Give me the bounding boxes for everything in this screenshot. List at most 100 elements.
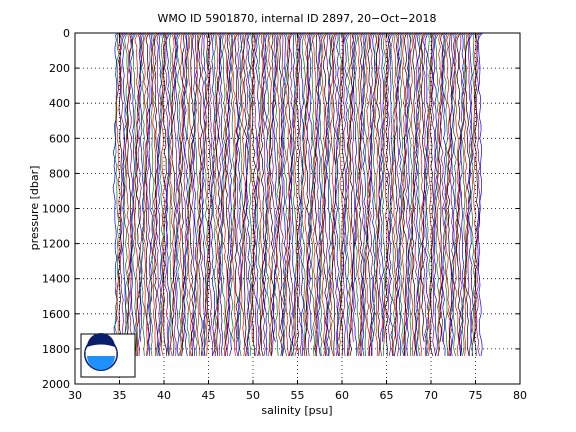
- profile-line: [160, 32, 167, 357]
- x-tick-label: 55: [291, 389, 305, 402]
- profile-line: [310, 32, 316, 356]
- profile-line: [352, 32, 359, 356]
- profile-line: [180, 32, 187, 356]
- profile-line: [458, 32, 464, 356]
- profile-line: [349, 32, 356, 356]
- profile-line: [151, 32, 158, 356]
- chart-title: WMO ID 5901870, internal ID 2897, 20−Oct…: [157, 12, 436, 25]
- profile-line: [358, 32, 365, 356]
- profile-line: [331, 32, 338, 356]
- profile-line: [228, 32, 235, 357]
- y-tick-label: 2000: [42, 378, 70, 391]
- profile-line: [204, 32, 211, 356]
- profile-line: [189, 32, 195, 356]
- profile-line: [115, 32, 122, 356]
- profile-line: [452, 32, 459, 357]
- x-axis-ticks: 30 35 40 45 50 55 60 65 70 75 80: [68, 33, 527, 402]
- profile-line: [296, 32, 302, 356]
- profile-line: [230, 32, 236, 342]
- profile-line: [374, 32, 381, 356]
- profile-line: [383, 32, 389, 342]
- y-tick-label: 1600: [42, 308, 70, 321]
- y-tick-label: 1800: [42, 343, 70, 356]
- profile-line: [354, 32, 361, 356]
- x-tick-label: 50: [246, 389, 260, 402]
- profile-line: [342, 32, 348, 356]
- profile-line: [242, 32, 249, 356]
- profile-line: [468, 32, 475, 356]
- profile-line: [191, 32, 197, 356]
- profile-line: [351, 32, 357, 342]
- profile-line: [459, 32, 466, 356]
- profile-line: [144, 32, 151, 342]
- profile-line: [409, 32, 416, 356]
- profile-line: [222, 32, 229, 356]
- y-tick-label: 0: [63, 27, 70, 40]
- profile-line: [126, 32, 133, 356]
- profile-line: [408, 32, 414, 356]
- profile-line: [402, 32, 409, 356]
- profile-line: [401, 32, 407, 356]
- profile-line: [201, 32, 208, 356]
- profile-line: [370, 32, 377, 356]
- profile-line: [272, 32, 279, 342]
- y-tick-label: 1000: [42, 203, 70, 216]
- x-tick-label: 70: [424, 389, 438, 402]
- profile-line: [253, 32, 259, 356]
- profile-line: [139, 32, 146, 342]
- profile-line: [240, 32, 247, 356]
- profile-line: [263, 32, 270, 356]
- profile-line: [367, 32, 373, 356]
- profile-line: [392, 32, 398, 356]
- x-tick-label: 45: [202, 389, 216, 402]
- profile-line: [216, 32, 222, 356]
- profile-line: [274, 32, 281, 356]
- profile-line: [281, 32, 288, 356]
- profile-line: [146, 32, 153, 356]
- profile-line: [328, 32, 334, 356]
- profile-line: [415, 32, 421, 356]
- profile-line: [308, 32, 315, 342]
- profile-line: [340, 32, 347, 356]
- profile-line: [124, 32, 131, 356]
- profile-line: [434, 32, 441, 356]
- profile-line: [226, 32, 233, 356]
- profile-line: [183, 32, 190, 356]
- profile-line: [326, 32, 332, 356]
- profile-line: [363, 32, 370, 356]
- x-tick-label: 30: [68, 389, 82, 402]
- profile-line: [142, 32, 149, 356]
- profile-line: [135, 32, 142, 356]
- profile-line: [313, 32, 320, 357]
- profile-line: [278, 32, 284, 356]
- profile-line: [399, 32, 405, 357]
- profile-line: [417, 32, 423, 356]
- x-tick-label: 35: [113, 389, 127, 402]
- profile-line: [221, 32, 227, 342]
- profile-line: [157, 32, 163, 356]
- profile-line: [365, 32, 372, 356]
- profile-line: [411, 32, 418, 356]
- profile-line: [427, 32, 434, 356]
- profile-line: [406, 32, 413, 356]
- profile-line: [454, 32, 461, 356]
- profile-line: [419, 32, 425, 356]
- x-tick-label: 75: [469, 389, 483, 402]
- profile-line: [219, 32, 226, 356]
- profile-line: [477, 32, 484, 356]
- profile-line: [306, 32, 313, 356]
- profile-line: [381, 32, 388, 356]
- profile-line: [174, 32, 181, 356]
- x-tick-label: 65: [380, 389, 394, 402]
- grid-lines: [75, 33, 520, 384]
- y-tick-label: 400: [49, 97, 70, 110]
- profile-line: [333, 32, 340, 356]
- profile-line: [121, 32, 128, 356]
- y-axis-ticks: 0 200 400 600 800 1000 1200 1400 1600 1800 2000: [42, 27, 520, 391]
- profile-line: [165, 32, 172, 356]
- profile-line: [372, 32, 379, 342]
- profile-line: [140, 32, 147, 356]
- profile-line: [246, 32, 252, 356]
- y-tick-label: 800: [49, 167, 70, 180]
- profile-line: [132, 32, 138, 356]
